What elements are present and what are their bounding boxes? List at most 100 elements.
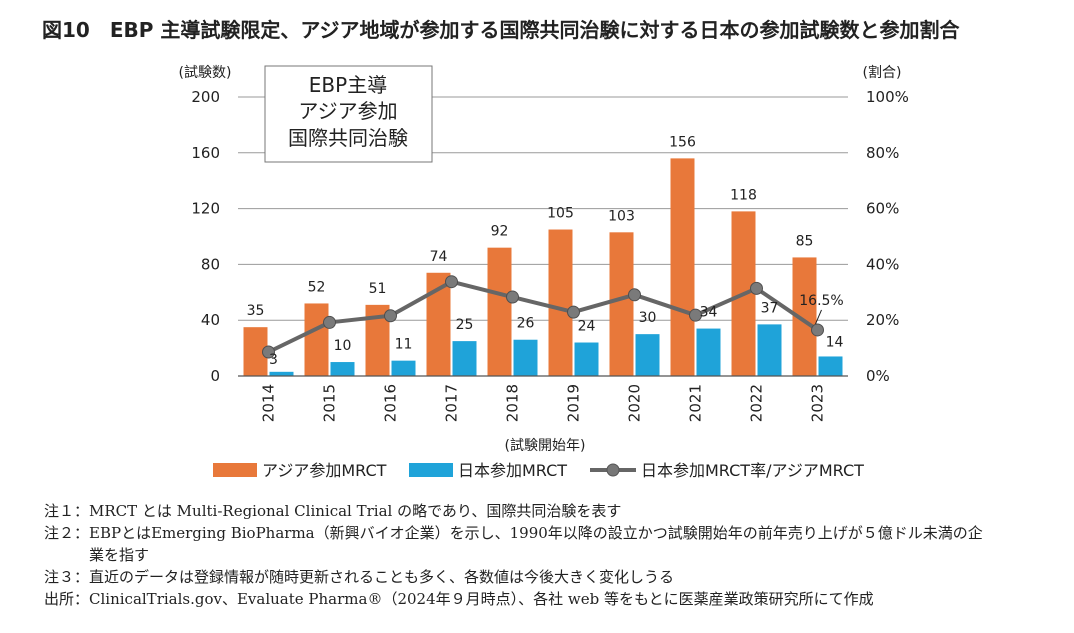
label-asia-2016: 51 — [369, 281, 387, 297]
note-label: 注１： — [44, 502, 90, 520]
label-asia-2018: 92 — [491, 224, 509, 240]
label-japan-2020: 30 — [639, 310, 657, 326]
label-asia-2020: 103 — [608, 208, 635, 224]
rate-point-2021 — [689, 308, 702, 322]
label-asia-2015: 52 — [308, 279, 326, 295]
rate-point-2015 — [323, 315, 336, 329]
label-asia-2021: 156 — [669, 134, 696, 150]
data-labels: 35 52 51 74 92 105 103 156 118 85 3 10 11 25 26 24 30 34 3… — [247, 134, 844, 367]
note-label: 注３： — [44, 568, 90, 586]
x-tick-2014: 2014 — [260, 384, 278, 422]
label-japan-2023: 14 — [826, 334, 844, 350]
legend: アジア参加MRCT 日本参加MRCT 日本参加MRCT率/アジアMRCT — [213, 461, 864, 480]
rate-point-2023 — [811, 323, 824, 337]
y-tick-right: 60% — [866, 200, 899, 218]
rate-point-2016 — [384, 309, 397, 323]
y-tick-left: 0 — [210, 367, 220, 385]
bar-asia-2015 — [304, 303, 329, 376]
y-tick-left: 80 — [201, 255, 220, 273]
box-line-3: 国際共同治験 — [288, 126, 408, 150]
left-axis-unit: (試験数) — [179, 65, 232, 81]
bar-asia-2018 — [487, 247, 512, 376]
axes: 0 0% 40 20% 80 40% 120 60% 160 80% 200 100% 2014 2015… — [191, 88, 909, 422]
rate-point-2019 — [567, 305, 580, 319]
y-tick-right: 0% — [866, 367, 890, 385]
right-axis-unit: (割合) — [863, 64, 902, 81]
y-tick-left: 200 — [191, 88, 220, 106]
bar-japan-2021 — [696, 328, 721, 376]
legend-label-japan: 日本参加MRCT — [458, 461, 567, 480]
bar-japan-2019 — [574, 342, 599, 376]
note-2: 注２： EBPとはEmerging BioPharma（新興バイオ企業）を示し、… — [44, 522, 989, 566]
legend-label-rate: 日本参加MRCT率/アジアMRCT — [641, 461, 864, 480]
notes: 注１： MRCT とは Multi-Regional Clinical Tria… — [44, 500, 989, 610]
note-source: 出所： ClinicalTrials.gov、Evaluate Pharma®（… — [44, 588, 989, 610]
annotation-leader — [815, 309, 822, 325]
note-1: 注１： MRCT とは Multi-Regional Clinical Tria… — [44, 500, 989, 522]
label-japan-2014: 3 — [269, 352, 278, 368]
x-tick-2015: 2015 — [321, 384, 339, 422]
x-tick-2018: 2018 — [504, 384, 522, 422]
bar-japan-2014 — [269, 371, 294, 376]
rate-polyline — [267, 279, 819, 354]
chart-inset-box: EBP主導 アジア参加 国際共同治験 — [264, 65, 433, 163]
rate-point-2017 — [445, 275, 458, 289]
x-tick-2019: 2019 — [565, 384, 583, 422]
note-3: 注３： 直近のデータは登録情報が随時更新されることも多く、各数値は今後大きく変化… — [44, 566, 989, 588]
label-asia-2023: 85 — [796, 233, 814, 249]
bar-asia-2019 — [548, 229, 573, 376]
bar-japan-2016 — [391, 360, 416, 376]
y-tick-left: 120 — [191, 200, 220, 218]
x-tick-2023: 2023 — [809, 384, 827, 422]
note-text: EBPとはEmerging BioPharma（新興バイオ企業）を示し、1990… — [89, 524, 983, 564]
note-label: 出所： — [44, 590, 90, 608]
legend-label-asia: アジア参加MRCT — [262, 461, 387, 480]
note-label: 注２： — [44, 524, 90, 542]
y-tick-left: 160 — [191, 144, 220, 162]
y-tick-right: 40% — [866, 255, 899, 273]
label-japan-2019: 24 — [578, 319, 596, 335]
combo-chart: 35 52 51 74 92 105 103 156 118 85 3 10 11 25 26 24 30 34 3… — [179, 64, 909, 480]
bar-japan-2022 — [757, 324, 782, 376]
x-axis-label: (試験開始年) — [505, 438, 586, 454]
label-asia-2022: 118 — [730, 187, 757, 203]
rate-point-2020 — [628, 288, 641, 302]
annotation-rate: 16.5% — [799, 293, 843, 309]
label-japan-2015: 10 — [334, 338, 352, 354]
box-line-1: EBP主導 — [309, 73, 387, 97]
rate-point-2022 — [750, 281, 763, 295]
rate-point-2014 — [262, 345, 275, 359]
label-japan-2018: 26 — [517, 316, 535, 332]
x-tick-2022: 2022 — [748, 384, 766, 422]
label-japan-2022: 37 — [761, 300, 779, 316]
rate-point-2018 — [506, 290, 519, 304]
label-japan-2017: 25 — [456, 317, 474, 333]
label-japan-2021: 34 — [700, 305, 718, 321]
rate-line — [262, 275, 824, 359]
bar-japan-2018 — [513, 339, 538, 376]
x-tick-2016: 2016 — [382, 384, 400, 422]
note-text: MRCT とは Multi-Regional Clinical Trial の略… — [89, 502, 622, 520]
y-tick-right: 20% — [866, 311, 899, 329]
legend-swatch-asia — [213, 463, 257, 477]
label-asia-2019: 105 — [547, 206, 574, 222]
bar-japan-2017 — [452, 341, 477, 376]
bar-japan-2015 — [330, 362, 355, 376]
figure-title: 図10 EBP 主導試験限定、アジア地域が参加する国際共同治験に対する日本の参加… — [42, 18, 960, 42]
legend-swatch-japan — [409, 463, 453, 477]
y-tick-right: 80% — [866, 144, 899, 162]
x-tick-2020: 2020 — [626, 384, 644, 422]
y-tick-right: 100% — [866, 88, 909, 106]
bar-japan-2020 — [635, 334, 660, 376]
x-tick-2021: 2021 — [687, 384, 705, 422]
label-asia-2017: 74 — [430, 249, 448, 265]
label-asia-2014: 35 — [247, 303, 265, 319]
bars — [243, 158, 843, 376]
x-tick-2017: 2017 — [443, 384, 461, 422]
y-tick-left: 40 — [201, 311, 220, 329]
note-text: 直近のデータは登録情報が随時更新されることも多く、各数値は今後大きく変化しうる — [89, 568, 675, 586]
bar-asia-2020 — [609, 232, 634, 376]
bar-asia-2021 — [670, 158, 695, 376]
label-japan-2016: 11 — [395, 337, 413, 353]
